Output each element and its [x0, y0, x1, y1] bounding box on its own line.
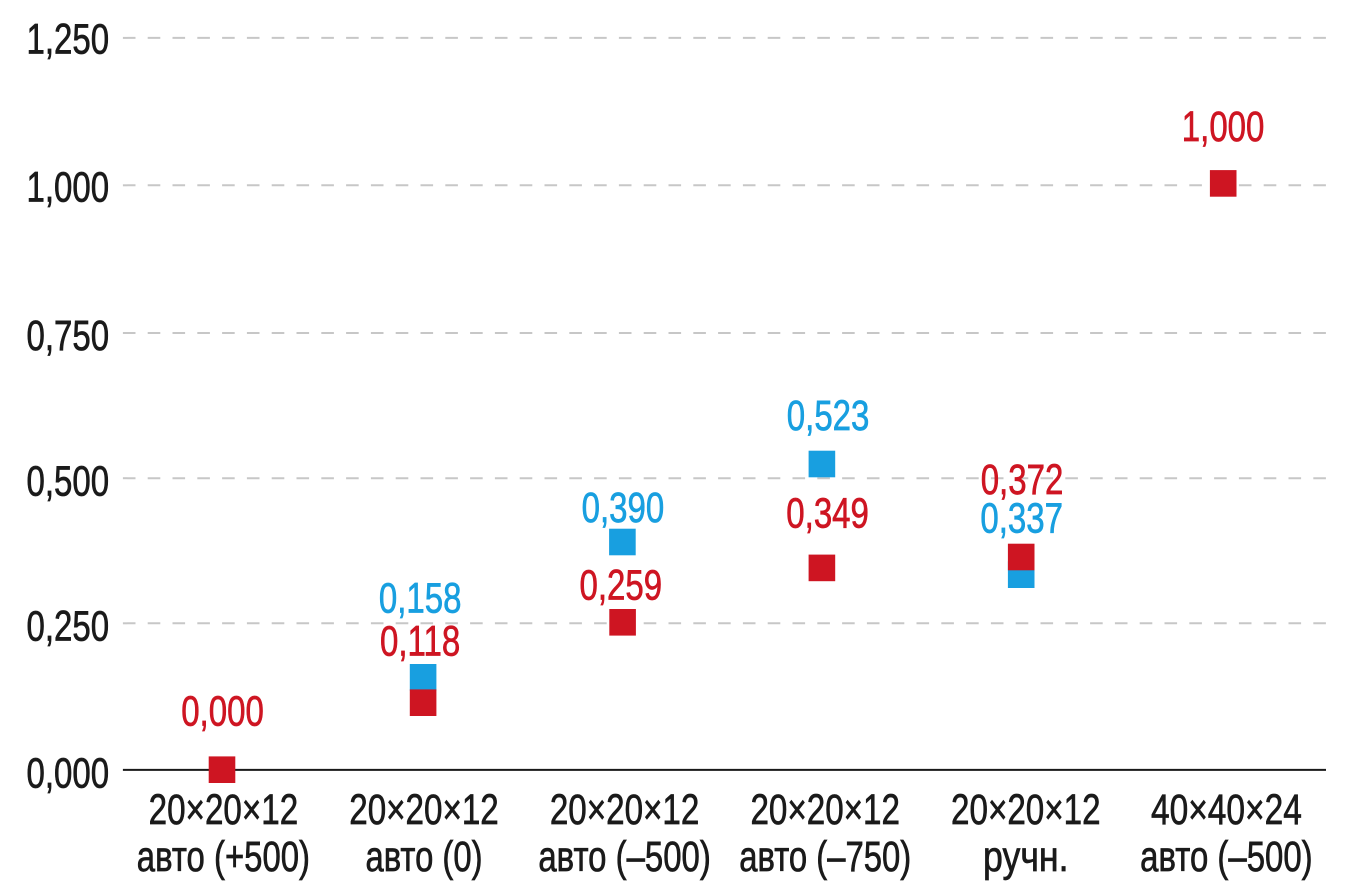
svg-text:0,523: 0,523 — [787, 393, 870, 440]
svg-text:0,750: 0,750 — [27, 313, 110, 360]
svg-text:0,118: 0,118 — [380, 618, 460, 665]
svg-text:20×20×12: 20×20×12 — [149, 786, 299, 834]
svg-text:0,000: 0,000 — [27, 751, 110, 798]
svg-text:0,250: 0,250 — [27, 604, 110, 651]
svg-text:20×20×12: 20×20×12 — [349, 786, 499, 834]
svg-text:20×20×12: 20×20×12 — [750, 786, 900, 834]
svg-text:0,158: 0,158 — [379, 576, 462, 623]
svg-text:0,000: 0,000 — [181, 689, 264, 736]
svg-text:0,372: 0,372 — [981, 457, 1064, 504]
svg-text:0,259: 0,259 — [579, 562, 662, 609]
svg-text:0,349: 0,349 — [786, 491, 869, 538]
svg-text:авто (–500): авто (–500) — [1140, 834, 1312, 881]
svg-text:1,000: 1,000 — [27, 164, 110, 211]
svg-text:0,337: 0,337 — [980, 496, 1063, 543]
svg-text:1,000: 1,000 — [1182, 104, 1265, 151]
svg-text:20×20×12: 20×20×12 — [550, 786, 700, 834]
svg-text:авто (–500): авто (–500) — [538, 834, 710, 881]
svg-text:авто (+500): авто (+500) — [137, 834, 310, 881]
svg-text:1,250: 1,250 — [27, 17, 110, 64]
svg-text:ручн.: ручн. — [983, 833, 1069, 881]
svg-text:авто (0): авто (0) — [365, 834, 482, 881]
svg-text:40×40×24: 40×40×24 — [1151, 786, 1302, 834]
svg-text:0,500: 0,500 — [27, 459, 110, 506]
svg-text:0,390: 0,390 — [582, 485, 665, 532]
svg-text:20×20×12: 20×20×12 — [951, 786, 1101, 834]
svg-text:авто (–750): авто (–750) — [739, 834, 911, 881]
